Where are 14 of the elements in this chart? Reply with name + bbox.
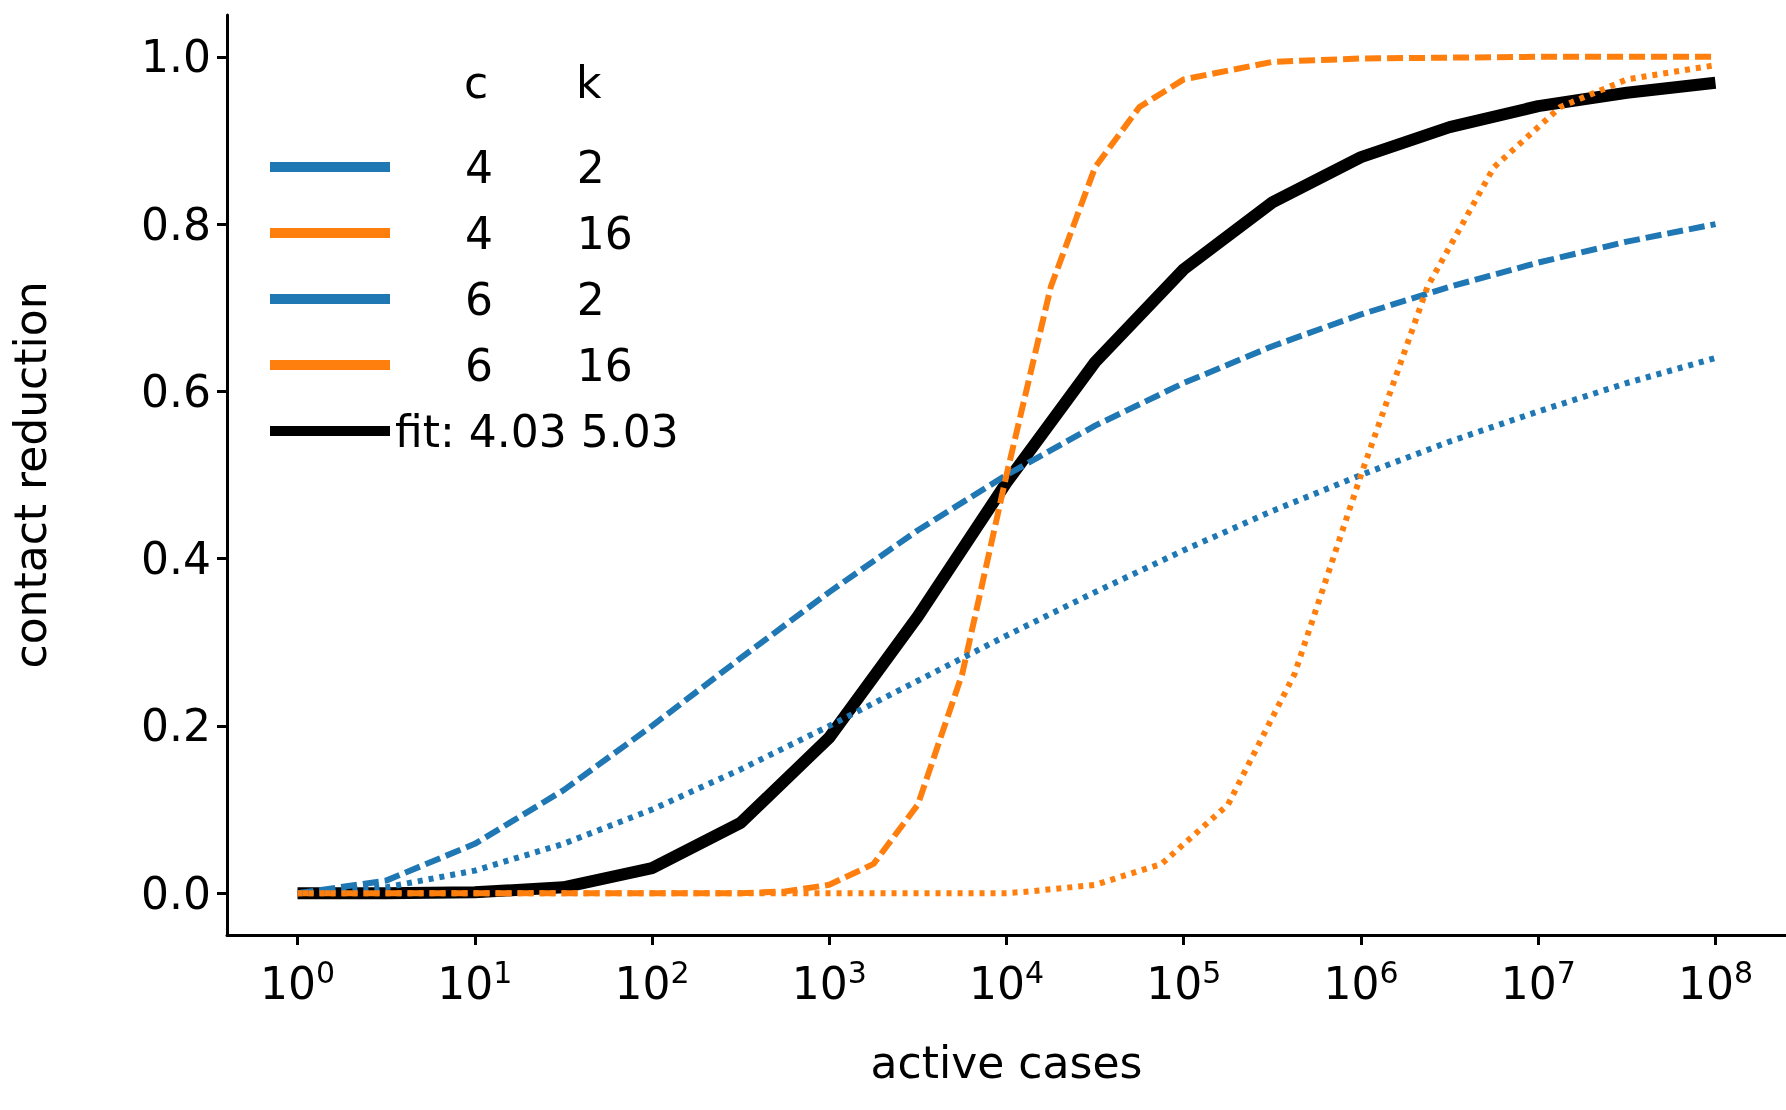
legend-label: 4 2 <box>395 141 605 193</box>
legend-label: 6 2 <box>395 273 605 325</box>
y-tick-label: 0.0 <box>141 867 211 919</box>
y-tick-label: 0.8 <box>141 198 211 250</box>
x-axis-title: active cases <box>870 1036 1143 1088</box>
legend-label: 4 16 <box>395 207 633 259</box>
legend-label: fit: 4.03 5.03 <box>395 405 679 457</box>
text: c k <box>464 56 602 108</box>
y-axis-title: contact reduction <box>4 281 56 669</box>
legend-label: 6 16 <box>395 339 633 391</box>
y-tick-label: 0.4 <box>141 533 211 585</box>
y-tick-label: 0.2 <box>141 700 211 752</box>
y-tick-label: 0.6 <box>141 365 211 417</box>
y-tick-label: 1.0 <box>141 31 211 83</box>
